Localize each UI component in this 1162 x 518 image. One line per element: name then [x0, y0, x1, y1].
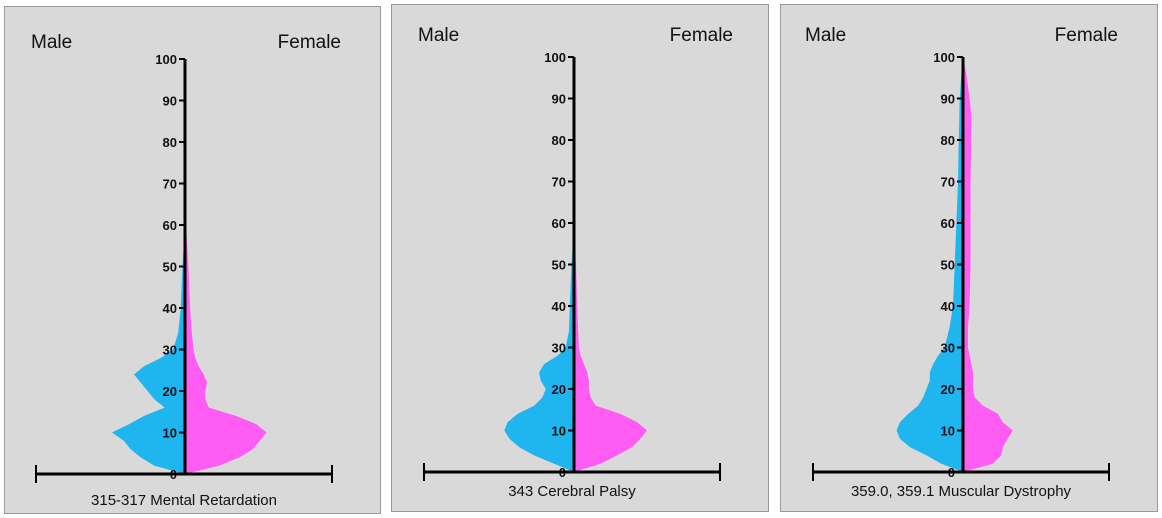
y-tick-label: 70	[163, 177, 177, 192]
y-tick-label: 20	[163, 384, 177, 399]
y-tick-label: 80	[941, 133, 955, 148]
chart-title: 343 Cerebral Palsy	[508, 483, 636, 500]
female-distribution-area	[574, 223, 647, 472]
y-tick-label: 50	[552, 258, 566, 273]
y-tick-label: 100	[933, 50, 955, 65]
y-tick-label: 40	[552, 299, 566, 314]
y-tick-label: 10	[552, 424, 566, 439]
female-distribution-area	[963, 57, 1013, 472]
pyramid-chart-2: MaleFemale0102030405060708090100359.0, 3…	[805, 25, 1118, 500]
y-tick-label: 10	[163, 426, 177, 441]
y-tick-label: 90	[163, 94, 177, 109]
male-distribution-area	[896, 57, 963, 472]
y-tick-label: 50	[163, 260, 177, 275]
y-tick-label: 20	[941, 382, 955, 397]
male-label: Male	[805, 25, 846, 46]
female-distribution-area	[185, 225, 267, 474]
y-tick-label: 20	[552, 382, 566, 397]
male-distribution-area	[111, 225, 185, 474]
y-tick-label: 100	[155, 52, 177, 67]
y-tick-label: 10	[941, 424, 955, 439]
y-tick-label: 100	[544, 50, 566, 65]
pyramid-chart-1: MaleFemale0102030405060708090100343 Cere…	[418, 25, 733, 500]
y-tick-label: 90	[941, 92, 955, 107]
y-tick-label: 50	[941, 258, 955, 273]
y-tick-label: 70	[552, 175, 566, 190]
chart-panel-2: MaleFemale0102030405060708090100359.0, 3…	[780, 4, 1158, 512]
female-label: Female	[1055, 25, 1118, 46]
y-tick-label: 60	[552, 216, 566, 231]
female-label: Female	[278, 32, 341, 53]
y-tick-label: 60	[941, 216, 955, 231]
female-label: Female	[670, 25, 733, 46]
y-tick-label: 80	[163, 135, 177, 150]
y-tick-label: 30	[552, 341, 566, 356]
male-label: Male	[31, 32, 72, 53]
y-tick-label: 30	[163, 343, 177, 358]
y-tick-label: 80	[552, 133, 566, 148]
male-distribution-area	[504, 223, 574, 472]
y-tick-label: 70	[941, 175, 955, 190]
chart-panel-0: MaleFemale0102030405060708090100315-317 …	[4, 6, 381, 514]
pyramid-chart-0: MaleFemale0102030405060708090100315-317 …	[31, 32, 341, 509]
male-label: Male	[418, 25, 459, 46]
y-tick-label: 60	[163, 218, 177, 233]
chart-panel-1: MaleFemale0102030405060708090100343 Cere…	[391, 4, 769, 512]
y-tick-label: 30	[941, 341, 955, 356]
y-tick-label: 90	[552, 92, 566, 107]
y-tick-label: 40	[163, 301, 177, 316]
y-tick-label: 40	[941, 299, 955, 314]
chart-title: 315-317 Mental Retardation	[91, 492, 277, 509]
chart-title: 359.0, 359.1 Muscular Dystrophy	[851, 483, 1072, 500]
